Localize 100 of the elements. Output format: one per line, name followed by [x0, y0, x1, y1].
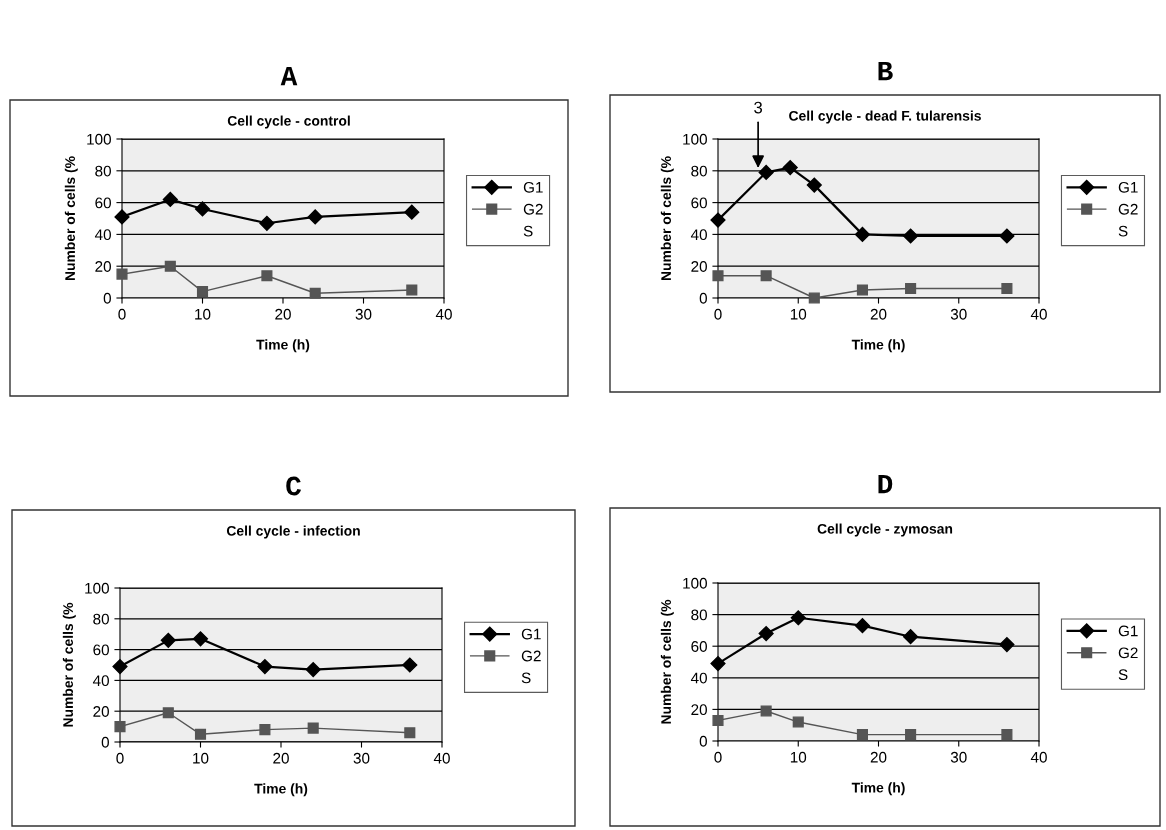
y-tick-label: 80 [95, 165, 111, 177]
point [162, 707, 174, 719]
y-axis-title: Number of cells (% [64, 156, 78, 281]
y-tick-label: 0 [103, 292, 111, 304]
point [309, 287, 321, 299]
y-axis-title: Number of cells (% [660, 156, 674, 281]
point [194, 728, 207, 740]
x-tick-label: 0 [118, 308, 126, 320]
legend-label: G2 [521, 650, 541, 662]
point [710, 656, 726, 672]
chart-subtitle: Cell cycle - zymosan [817, 523, 953, 537]
point [782, 160, 798, 176]
point [404, 727, 416, 739]
point [114, 209, 130, 225]
point [999, 637, 1015, 653]
legend-label: G1 [1118, 625, 1138, 637]
point [1001, 729, 1013, 741]
legend-label: G2 [523, 203, 543, 215]
point [792, 716, 804, 728]
y-tick-label: 20 [691, 261, 707, 272]
x-tick-label: 30 [355, 308, 372, 320]
point [758, 625, 774, 642]
point [905, 729, 917, 741]
point [856, 284, 869, 296]
x-tick-label: 30 [950, 308, 967, 320]
point [856, 729, 869, 741]
point [192, 631, 209, 647]
point [116, 268, 128, 280]
chart-subtitle: Cell cycle - infection [226, 525, 360, 539]
chart-title: C [286, 476, 302, 496]
chart-title: B [878, 61, 893, 81]
y-tick-label: 40 [690, 229, 707, 241]
y-tick-label: 0 [101, 736, 109, 748]
x-tick-label: 0 [116, 752, 124, 764]
legend-label: G1 [523, 181, 543, 193]
legend-label: G2 [1118, 203, 1138, 215]
y-tick-label: 80 [691, 609, 707, 621]
x-axis-title: Time (h) [254, 783, 308, 797]
point [406, 284, 418, 296]
annotation: 3 [754, 101, 763, 114]
point [307, 209, 323, 225]
x-tick-label: 10 [790, 308, 807, 320]
x-tick-label: 40 [433, 752, 450, 764]
point [806, 177, 822, 193]
point [164, 260, 176, 272]
point [307, 722, 319, 734]
point [305, 662, 321, 678]
y-tick-label: 60 [691, 197, 707, 209]
point [404, 204, 420, 220]
point [760, 270, 772, 282]
point [903, 629, 919, 645]
y-tick-label: 20 [691, 704, 707, 716]
y-tick-label: 80 [93, 613, 109, 625]
point [905, 282, 917, 295]
x-tick-label: 20 [870, 308, 887, 320]
y-tick-label: 40 [690, 672, 707, 684]
x-tick-label: 10 [193, 752, 209, 764]
y-axis-title: Number of cells (% [660, 599, 674, 724]
x-tick-label: 20 [275, 308, 291, 320]
point [402, 657, 418, 673]
point [1001, 282, 1013, 295]
chart-title: D [878, 474, 893, 494]
x-tick-label: 10 [195, 308, 211, 320]
x-tick-label: 40 [1030, 751, 1047, 763]
text: S [1118, 669, 1128, 681]
x-tick-label: 20 [273, 752, 289, 764]
point [114, 721, 126, 733]
y-tick-label: 20 [93, 706, 109, 717]
legend-label: G1 [521, 628, 541, 640]
point [261, 270, 273, 282]
y-axis-title: Number of cells (% [62, 602, 76, 727]
point [194, 201, 211, 217]
y-tick-label: 40 [94, 229, 111, 241]
x-tick-label: 0 [714, 751, 722, 763]
y-tick-label: 100 [683, 577, 707, 589]
point [854, 618, 871, 634]
y-tick-label: 100 [85, 582, 109, 594]
y-tick-label: 80 [691, 165, 707, 177]
x-tick-label: 10 [790, 751, 807, 763]
y-tick-label: 60 [691, 641, 707, 652]
point [162, 191, 178, 207]
text: S [1118, 225, 1128, 237]
point [160, 632, 176, 648]
point [758, 164, 774, 180]
x-tick-label: 30 [950, 751, 967, 763]
point [854, 226, 871, 242]
x-tick-label: 40 [1030, 308, 1047, 320]
point [259, 724, 271, 736]
y-tick-label: 100 [683, 133, 707, 145]
legend-label: G2 [1118, 647, 1138, 659]
text: S [523, 225, 533, 237]
x-axis-title: Time (h) [851, 339, 905, 353]
x-axis-title: Time (h) [851, 782, 905, 796]
point [712, 270, 724, 282]
point [257, 658, 273, 675]
x-tick-label: 0 [714, 308, 722, 320]
y-tick-label: 20 [95, 261, 111, 272]
x-tick-label: 40 [435, 308, 452, 320]
point [760, 705, 772, 717]
y-tick-label: 60 [93, 644, 109, 656]
